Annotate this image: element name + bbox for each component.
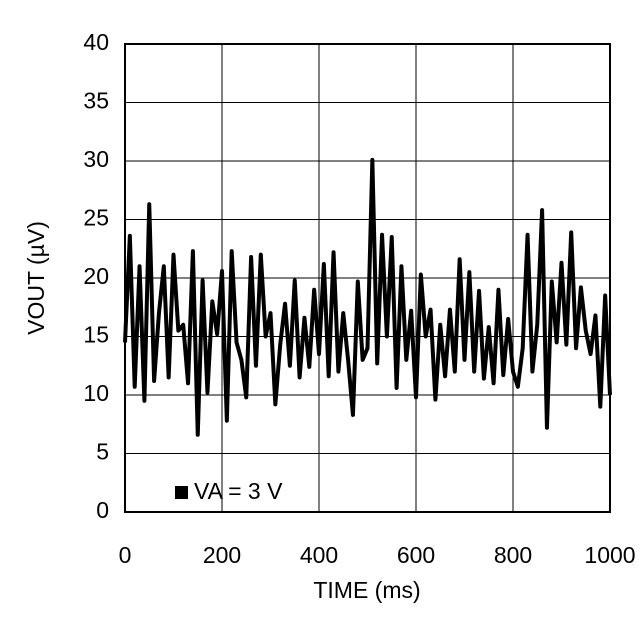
legend-marker [175, 486, 188, 499]
y-tick-label: 0 [96, 497, 109, 523]
y-tick-label: 40 [83, 29, 109, 55]
y-tick-label: 30 [83, 146, 109, 172]
plot-frame [124, 43, 611, 513]
x-tick-label: 0 [119, 542, 132, 568]
legend-label: VA = 3 V [194, 478, 283, 504]
y-tick-label: 15 [83, 322, 109, 348]
x-tick-label: 600 [397, 542, 435, 568]
y-tick-label: 35 [83, 88, 109, 114]
x-tick-label: 800 [494, 542, 532, 568]
y-tick-label: 20 [83, 263, 109, 289]
x-tick-label: 1000 [584, 542, 635, 568]
data-line [123, 157, 612, 437]
x-tick-label: 200 [203, 542, 241, 568]
y-tick-label: 25 [83, 205, 109, 231]
y-tick-label: 5 [96, 439, 109, 465]
y-axis-label: VOUT (µV) [23, 221, 49, 335]
x-tick-label: 400 [300, 542, 338, 568]
y-tick-label: 10 [83, 380, 109, 406]
x-axis-label: TIME (ms) [313, 577, 420, 603]
